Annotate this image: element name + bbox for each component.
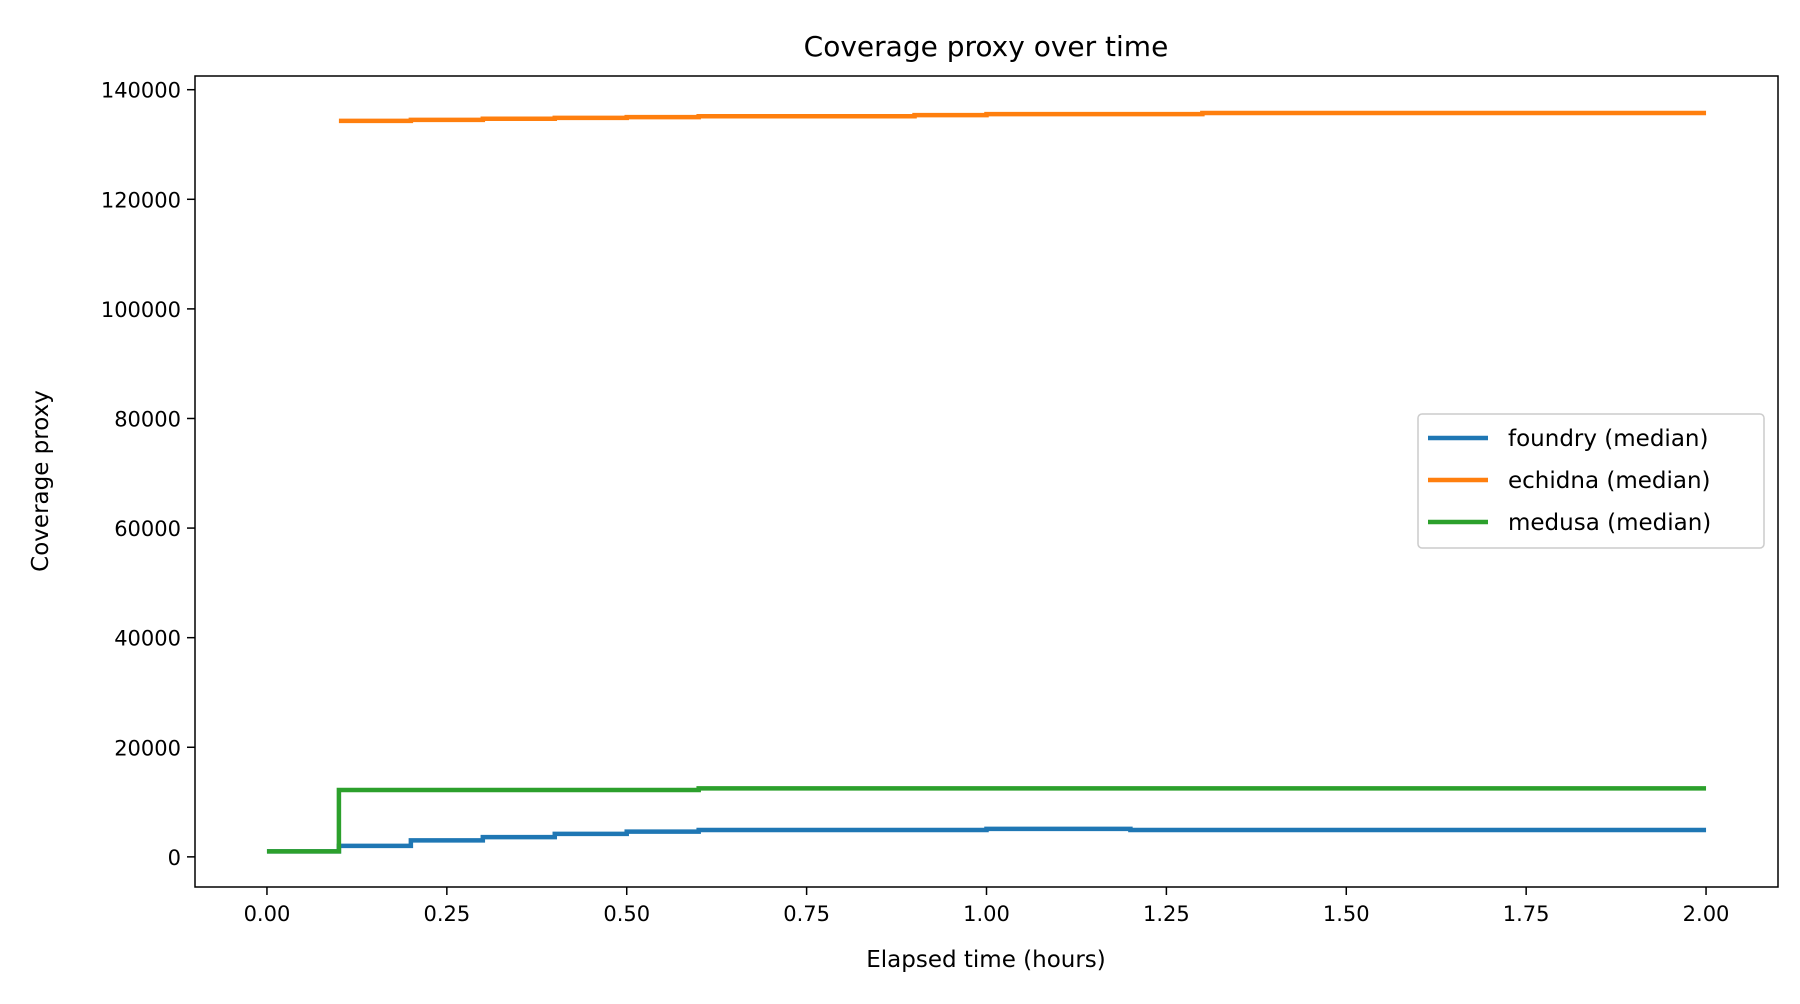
x-tick-label: 2.00: [1683, 902, 1730, 926]
legend-label: foundry (median): [1508, 426, 1708, 452]
x-tick-label: 0.50: [603, 902, 650, 926]
series-line-echidna: [338, 110, 1707, 124]
y-axis: 0 20000 40000 60000 80000 100000 120000 140000: [101, 79, 195, 870]
x-tick-label: 1.00: [963, 902, 1010, 926]
legend-label: echidna (median): [1508, 468, 1711, 494]
x-tick-label: 0.25: [423, 902, 470, 926]
chart-title: Coverage proxy over time: [804, 30, 1169, 63]
series-line-medusa: [266, 786, 1707, 854]
x-tick-label: 1.25: [1143, 902, 1190, 926]
series-layer: [266, 110, 1707, 854]
x-tick-label: 0.00: [244, 902, 291, 926]
x-tick-label: 1.75: [1503, 902, 1550, 926]
y-tick-label: 140000: [101, 79, 181, 103]
series-line-foundry: [266, 826, 1707, 854]
y-tick-label: 100000: [101, 298, 181, 322]
legend-label: medusa (median): [1508, 510, 1711, 536]
x-tick-label: 1.50: [1323, 902, 1370, 926]
y-tick-label: 80000: [114, 407, 181, 431]
legend-frame: [1417, 413, 1765, 549]
y-axis-label: Coverage proxy: [28, 390, 54, 572]
legend: foundry (median) echidna (median) medusa (…: [1417, 413, 1765, 549]
y-tick-label: 40000: [114, 627, 181, 651]
x-axis-label: Elapsed time (hours): [866, 947, 1106, 973]
x-tick-label: 0.75: [783, 902, 830, 926]
y-tick-label: 120000: [101, 188, 181, 212]
y-tick-label: 20000: [114, 736, 181, 760]
y-tick-label: 60000: [114, 517, 181, 541]
y-tick-label: 0: [168, 846, 181, 870]
x-axis: 0.00 0.25 0.50 0.75 1.00 1.25 1.50 1.75 2.00: [244, 887, 1730, 926]
